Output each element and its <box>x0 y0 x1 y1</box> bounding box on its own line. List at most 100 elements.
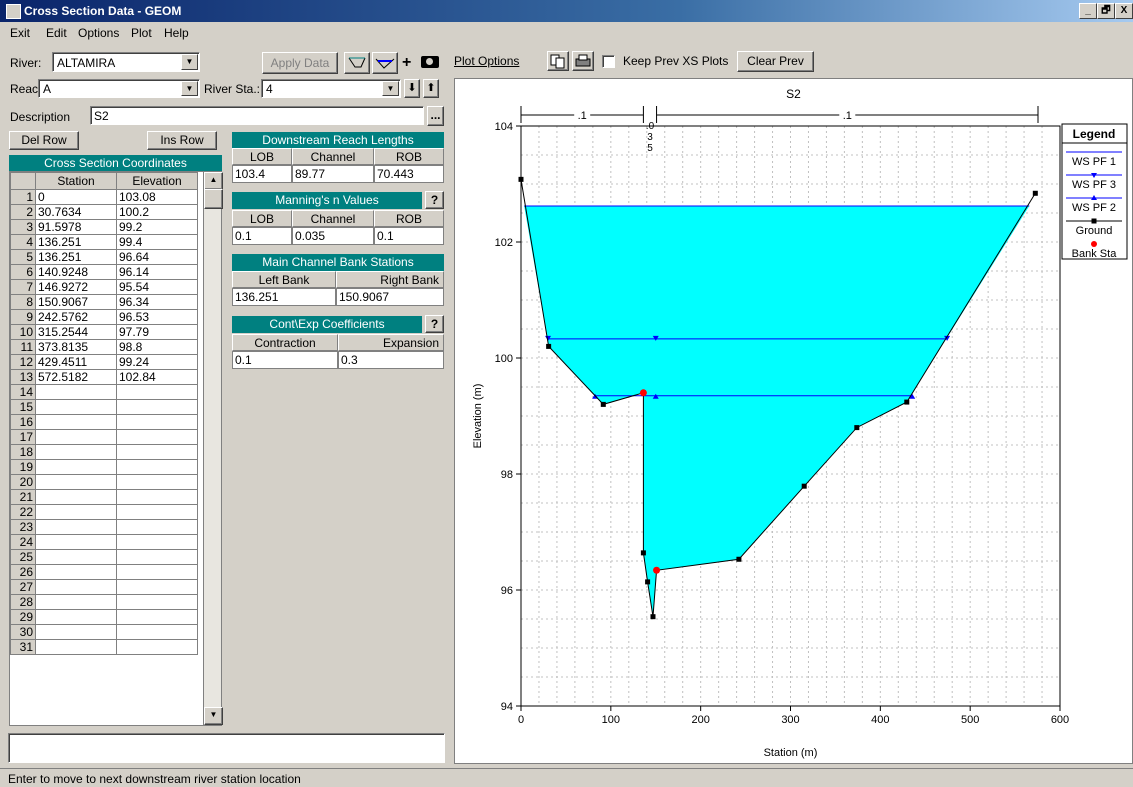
row-number[interactable]: 2 <box>10 204 36 220</box>
table-row[interactable]: 27 <box>10 579 198 595</box>
row-number[interactable]: 28 <box>10 594 36 610</box>
station-cell[interactable] <box>35 399 117 415</box>
row-number[interactable]: 19 <box>10 459 36 475</box>
elevation-cell[interactable] <box>116 474 198 490</box>
menu-options[interactable]: Options <box>78 26 120 40</box>
row-number[interactable]: 7 <box>10 279 36 295</box>
mannings-channel-input[interactable]: 0.035 <box>292 227 374 245</box>
elevation-cell[interactable] <box>116 624 198 640</box>
mannings-lob-input[interactable]: 0.1 <box>232 227 292 245</box>
description-more-button[interactable]: ... <box>427 106 444 126</box>
chevron-down-icon[interactable]: ▼ <box>382 81 399 96</box>
row-number[interactable]: 25 <box>10 549 36 565</box>
station-cell[interactable]: 373.8135 <box>35 339 117 355</box>
table-row[interactable]: 20 <box>10 474 198 490</box>
row-number[interactable]: 21 <box>10 489 36 505</box>
station-cell[interactable]: 30.7634 <box>35 204 117 220</box>
menu-exit[interactable]: Exit <box>10 26 31 40</box>
table-row[interactable]: 29 <box>10 609 198 625</box>
station-cell[interactable] <box>35 429 117 445</box>
table-row[interactable]: 6 140.9248 96.14 <box>10 264 198 280</box>
station-cell[interactable]: 136.251 <box>35 249 117 265</box>
expansion-input[interactable]: 0.3 <box>338 351 444 369</box>
mannings-rob-input[interactable]: 0.1 <box>374 227 444 245</box>
contraction-input[interactable]: 0.1 <box>232 351 338 369</box>
river-sta-select[interactable]: 4 ▼ <box>261 79 401 98</box>
row-number[interactable]: 26 <box>10 564 36 580</box>
elevation-cell[interactable] <box>116 639 198 655</box>
station-cell[interactable] <box>35 444 117 460</box>
close-button[interactable]: X <box>1115 3 1133 19</box>
copy-icon[interactable] <box>547 51 569 71</box>
station-cell[interactable] <box>35 609 117 625</box>
camera-icon[interactable] <box>421 56 439 68</box>
table-row[interactable]: 16 <box>10 414 198 430</box>
table-row[interactable]: 25 <box>10 549 198 565</box>
table-row[interactable]: 1 0 103.08 <box>10 189 198 205</box>
table-row[interactable]: 28 <box>10 594 198 610</box>
row-number[interactable]: 10 <box>10 324 36 340</box>
row-number[interactable]: 16 <box>10 414 36 430</box>
reach-rob-input[interactable]: 70.443 <box>374 165 444 183</box>
elevation-cell[interactable] <box>116 564 198 580</box>
row-number[interactable]: 6 <box>10 264 36 280</box>
row-number[interactable]: 8 <box>10 294 36 310</box>
elevation-cell[interactable] <box>116 609 198 625</box>
station-cell[interactable]: 91.5978 <box>35 219 117 235</box>
plot-options-link[interactable]: Plot Options <box>454 54 520 68</box>
table-row[interactable]: 8 150.9067 96.34 <box>10 294 198 310</box>
station-cell[interactable]: 150.9067 <box>35 294 117 310</box>
table-row[interactable]: 7 146.9272 95.54 <box>10 279 198 295</box>
station-cell[interactable] <box>35 459 117 475</box>
maximize-button[interactable]: 🗗 <box>1097 3 1115 19</box>
row-number[interactable]: 12 <box>10 354 36 370</box>
elevation-cell[interactable]: 96.14 <box>116 264 198 280</box>
elevation-cell[interactable] <box>116 429 198 445</box>
row-number[interactable]: 15 <box>10 399 36 415</box>
row-number[interactable]: 20 <box>10 474 36 490</box>
mannings-help-button[interactable]: ? <box>425 191 444 209</box>
station-cell[interactable] <box>35 534 117 550</box>
menu-edit[interactable]: Edit <box>46 26 67 40</box>
table-row[interactable]: 17 <box>10 429 198 445</box>
elevation-cell[interactable] <box>116 399 198 415</box>
elevation-cell[interactable]: 96.53 <box>116 309 198 325</box>
station-cell[interactable] <box>35 549 117 565</box>
elevation-cell[interactable] <box>116 549 198 565</box>
row-number[interactable]: 24 <box>10 534 36 550</box>
row-number[interactable]: 13 <box>10 369 36 385</box>
table-row[interactable]: 22 <box>10 504 198 520</box>
station-cell[interactable] <box>35 474 117 490</box>
row-number[interactable]: 18 <box>10 444 36 460</box>
elevation-cell[interactable]: 102.84 <box>116 369 198 385</box>
down-station-icon[interactable]: ⬇ <box>404 79 420 98</box>
row-number[interactable]: 4 <box>10 234 36 250</box>
elevation-cell[interactable]: 98.8 <box>116 339 198 355</box>
table-row[interactable]: 19 <box>10 459 198 475</box>
water-surface-icon[interactable] <box>372 52 398 74</box>
table-row[interactable]: 15 <box>10 399 198 415</box>
chevron-down-icon[interactable]: ▼ <box>181 81 198 96</box>
apply-data-button[interactable]: Apply Data <box>262 52 338 74</box>
chevron-down-icon[interactable]: ▼ <box>181 54 198 70</box>
table-row[interactable]: 2 30.7634 100.2 <box>10 204 198 220</box>
river-select[interactable]: ALTAMIRA ▼ <box>52 52 200 72</box>
table-row[interactable]: 5 136.251 96.64 <box>10 249 198 265</box>
menu-plot[interactable]: Plot <box>131 26 152 40</box>
elevation-cell[interactable]: 96.34 <box>116 294 198 310</box>
station-cell[interactable] <box>35 504 117 520</box>
scroll-up-icon[interactable]: ▲ <box>204 172 223 190</box>
table-row[interactable]: 21 <box>10 489 198 505</box>
table-row[interactable]: 13 572.5182 102.84 <box>10 369 198 385</box>
table-row[interactable]: 18 <box>10 444 198 460</box>
station-cell[interactable]: 242.5762 <box>35 309 117 325</box>
reach-select[interactable]: A ▼ <box>38 79 200 98</box>
right-bank-input[interactable]: 150.9067 <box>336 288 444 306</box>
row-number[interactable]: 29 <box>10 609 36 625</box>
table-row[interactable]: 4 136.251 99.4 <box>10 234 198 250</box>
elevation-cell[interactable] <box>116 489 198 505</box>
station-cell[interactable] <box>35 624 117 640</box>
table-row[interactable]: 14 <box>10 384 198 400</box>
table-row[interactable]: 26 <box>10 564 198 580</box>
elevation-cell[interactable]: 99.24 <box>116 354 198 370</box>
